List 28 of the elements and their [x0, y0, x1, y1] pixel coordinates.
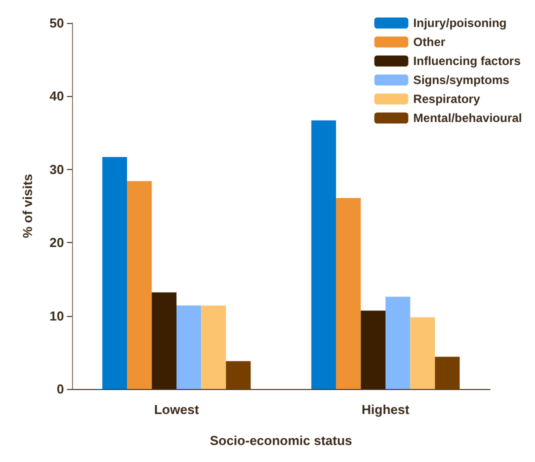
legend-label: Mental/behavioural — [413, 111, 522, 125]
legend-label: Respiratory — [413, 92, 480, 106]
y-tick-label: 20 — [50, 235, 64, 250]
y-tick-label: 40 — [50, 88, 64, 104]
x-tick-label: Highest — [362, 402, 410, 417]
bar — [176, 306, 202, 389]
y-tick-label: 10 — [50, 308, 64, 324]
bar — [311, 120, 336, 389]
y-tick-label: 0 — [56, 382, 64, 396]
legend-label: Influencing factors — [413, 54, 521, 68]
bar — [201, 306, 226, 389]
bar — [152, 292, 176, 389]
y-axis-title: % of visits — [20, 174, 35, 238]
bar — [102, 156, 128, 389]
bar — [386, 296, 410, 389]
x-axis-title: Socio-economic status — [210, 433, 352, 448]
bar — [434, 356, 460, 389]
legend-label: Other — [413, 35, 446, 49]
bar — [360, 310, 386, 389]
bar — [226, 361, 251, 389]
x-tick-label: Lowest — [154, 402, 200, 417]
y-tick-label: 50 — [50, 16, 64, 30]
bar — [127, 181, 152, 389]
legend-label: Injury/poisoning — [413, 16, 507, 30]
y-tick-label: 30 — [50, 162, 64, 177]
bar — [336, 198, 361, 389]
legend-label: Signs/symptoms — [413, 73, 510, 87]
bar — [410, 317, 435, 389]
